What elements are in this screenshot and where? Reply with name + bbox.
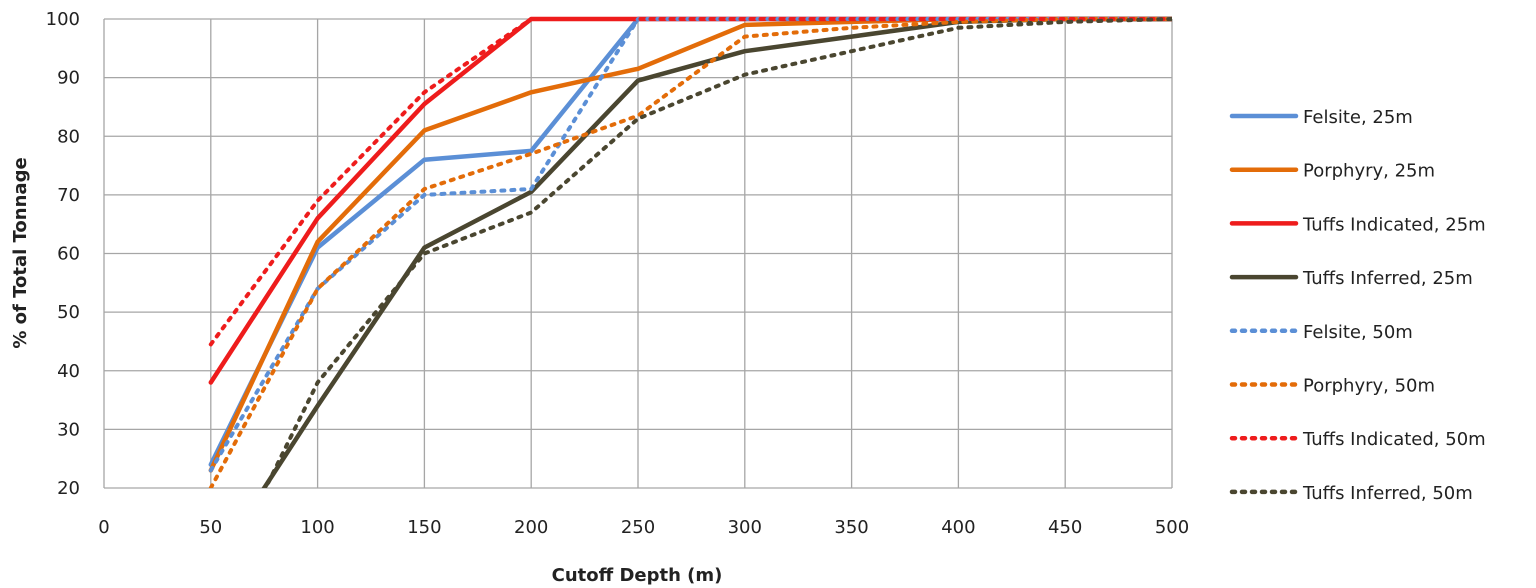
- y-tick-label: 60: [57, 244, 80, 265]
- x-axis-title: Cutoff Depth (m): [552, 565, 723, 586]
- series-lines: [208, 16, 1172, 488]
- series-line-1: [208, 16, 1172, 467]
- y-axis-title: % of Total Tonnage: [10, 157, 31, 348]
- legend-label: Felsite, 50m: [1303, 322, 1413, 343]
- y-tick-label: 70: [57, 185, 80, 206]
- legend-label: Tuffs Indicated, 50m: [1302, 429, 1486, 450]
- y-tick-label: 30: [57, 419, 80, 440]
- legend-label: Tuffs Inferred, 50m: [1302, 483, 1473, 504]
- x-tick-label: 250: [621, 517, 655, 538]
- legend: Felsite, 25m Porphyry, 25m Tuffs Indicated…: [1229, 107, 1486, 504]
- x-tick-label: 100: [300, 517, 334, 538]
- x-tick-label: 150: [407, 517, 441, 538]
- y-tick-label: 80: [57, 126, 80, 147]
- x-tick-label: 200: [514, 517, 548, 538]
- legend-label: Felsite, 25m: [1303, 107, 1413, 128]
- y-tick-label: 90: [57, 68, 80, 89]
- x-tick-label: 0: [98, 517, 109, 538]
- legend-label: Porphyry, 25m: [1303, 161, 1435, 182]
- legend-label: Tuffs Inferred, 25m: [1302, 268, 1473, 289]
- y-tick-label: 20: [57, 478, 80, 499]
- series-line-2: [208, 16, 1172, 473]
- y-axis-ticks: 20 30 40 50 60 70 80 90 100: [46, 9, 80, 499]
- grid: [103, 18, 1173, 489]
- x-tick-label: 300: [728, 517, 762, 538]
- y-tick-label: 50: [57, 302, 80, 323]
- legend-label: Tuffs Indicated, 25m: [1302, 214, 1486, 235]
- x-tick-label: 450: [1048, 517, 1082, 538]
- x-tick-label: 400: [941, 517, 975, 538]
- y-tick-label: 40: [57, 361, 80, 382]
- series-line-5: [208, 17, 1172, 473]
- series-line-8: [263, 17, 1172, 488]
- series-line-7: [208, 17, 1172, 347]
- x-tick-label: 50: [199, 517, 222, 538]
- x-tick-label: 500: [1155, 517, 1189, 538]
- legend-label: Porphyry, 50m: [1303, 376, 1435, 397]
- x-axis-ticks: 0 50 100 150 200 250 300 350 400 450 500: [98, 517, 1189, 538]
- x-tick-label: 350: [834, 517, 868, 538]
- y-tick-label: 100: [46, 9, 80, 30]
